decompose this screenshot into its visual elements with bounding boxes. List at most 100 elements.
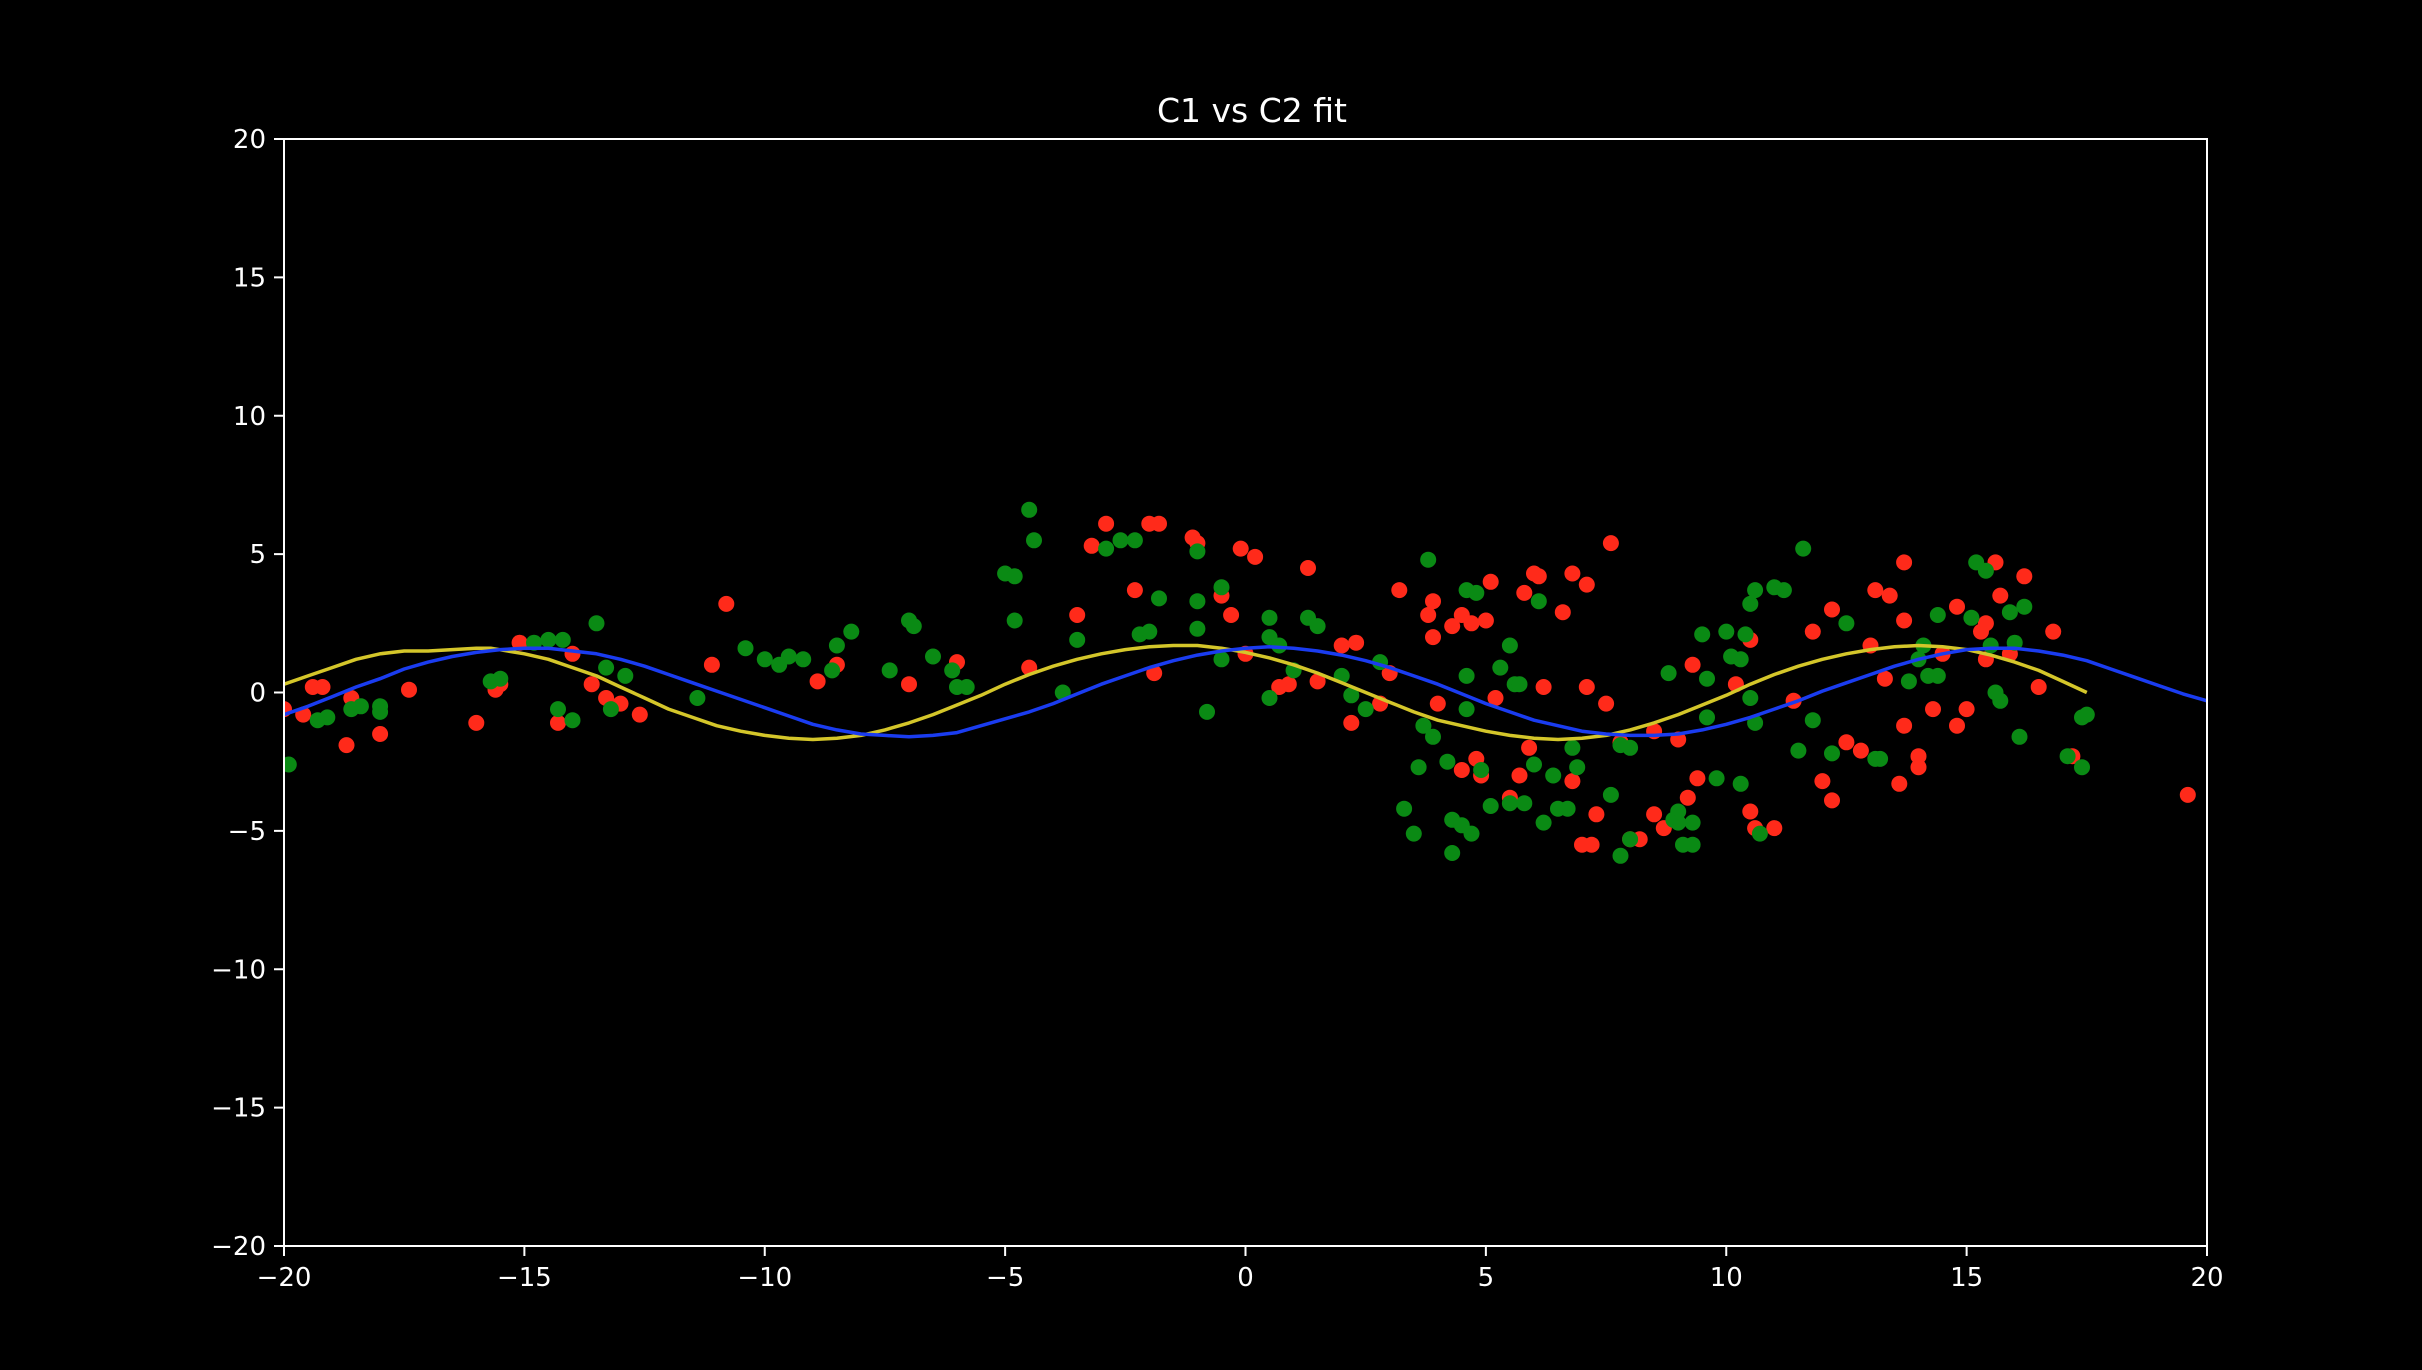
data-point xyxy=(372,703,389,720)
data-point xyxy=(1477,612,1494,629)
data-point xyxy=(1309,673,1326,690)
data-point xyxy=(1742,690,1759,706)
x-tick-label: −15 xyxy=(497,1263,552,1293)
data-point xyxy=(1261,609,1278,626)
data-point xyxy=(1405,825,1422,842)
data-point xyxy=(1766,820,1783,837)
data-point xyxy=(1199,703,1215,720)
data-point xyxy=(1670,803,1687,820)
data-point xyxy=(1069,631,1086,648)
data-point xyxy=(1751,825,1768,842)
data-point xyxy=(550,714,566,731)
data-point xyxy=(2011,728,2028,745)
data-point xyxy=(1564,739,1581,756)
data-point xyxy=(1458,667,1475,684)
data-point xyxy=(1420,551,1437,568)
data-point xyxy=(1708,770,1725,787)
data-point xyxy=(1463,615,1480,632)
data-point xyxy=(1453,762,1470,778)
data-point xyxy=(1357,701,1374,718)
data-point xyxy=(588,615,605,632)
data-point xyxy=(1795,540,1812,557)
data-point xyxy=(1554,604,1571,621)
data-point xyxy=(1482,573,1499,590)
data-point xyxy=(2001,604,2018,621)
data-point xyxy=(703,656,720,673)
data-point xyxy=(1588,806,1605,823)
y-tick-label: −15 xyxy=(211,1094,266,1124)
y-tick-label: 20 xyxy=(233,125,266,155)
data-point xyxy=(1261,690,1278,706)
data-point xyxy=(1602,535,1619,552)
data-point xyxy=(602,701,619,718)
data-point xyxy=(401,681,417,698)
data-point xyxy=(1622,831,1639,848)
data-point xyxy=(1545,767,1562,784)
x-tick-label: 0 xyxy=(1237,1263,1254,1293)
data-point xyxy=(1900,673,1917,690)
data-point xyxy=(1646,806,1663,823)
data-point xyxy=(1876,670,1893,687)
data-point xyxy=(1867,582,1884,599)
x-tick-label: −10 xyxy=(737,1263,792,1293)
data-point xyxy=(1896,554,1913,571)
data-point xyxy=(1689,770,1706,787)
data-point xyxy=(1444,845,1461,861)
data-point xyxy=(1564,773,1581,790)
data-point xyxy=(338,737,355,754)
data-point xyxy=(1026,532,1042,549)
data-point xyxy=(2078,706,2095,723)
data-point xyxy=(1622,739,1639,756)
data-point xyxy=(1487,690,1504,706)
data-point xyxy=(284,756,297,773)
data-point xyxy=(2030,679,2047,695)
data-point xyxy=(2016,568,2033,585)
data-point xyxy=(1420,607,1437,623)
data-point xyxy=(1881,587,1898,604)
data-point xyxy=(1602,786,1619,803)
data-point xyxy=(372,726,389,742)
fit-line xyxy=(284,645,2207,739)
y-tick-label: −5 xyxy=(228,817,266,847)
data-point xyxy=(617,667,634,684)
x-tick-label: −5 xyxy=(986,1263,1024,1293)
data-point xyxy=(1112,532,1129,549)
data-point xyxy=(1910,759,1927,776)
data-point xyxy=(540,631,557,648)
data-point xyxy=(1732,651,1749,668)
data-point xyxy=(1742,803,1759,820)
y-tick-label: 15 xyxy=(233,263,266,293)
data-point xyxy=(1006,612,1023,629)
data-point xyxy=(1151,515,1167,532)
data-point xyxy=(1126,532,1143,549)
data-point xyxy=(1790,742,1807,759)
axes-layer: −20 −15 −10 −5 0 5 10 15 20 −20 −15 −10 −5 0 5 10 15 20 xyxy=(211,125,2223,1293)
data-point xyxy=(780,648,797,665)
data-point xyxy=(1492,659,1509,676)
data-point xyxy=(1982,637,1999,654)
x-tick-label: 20 xyxy=(2190,1263,2223,1293)
data-point xyxy=(756,651,773,668)
data-point xyxy=(319,709,336,726)
data-point xyxy=(1280,676,1297,693)
data-point xyxy=(881,662,898,679)
data-point xyxy=(554,631,571,648)
data-point xyxy=(958,679,975,695)
data-point xyxy=(1501,795,1518,812)
data-point xyxy=(1343,687,1360,704)
data-point xyxy=(1929,607,1946,623)
data-point xyxy=(1521,739,1538,756)
data-point xyxy=(2016,598,2033,615)
data-point xyxy=(1891,775,1908,792)
data-point xyxy=(1684,656,1701,673)
data-point xyxy=(2074,759,2090,776)
data-point xyxy=(718,595,735,612)
y-tick-label: 10 xyxy=(233,402,266,432)
data-point xyxy=(1896,612,1913,629)
data-point xyxy=(1824,792,1840,809)
chart-title: C1 vs C2 fit xyxy=(1157,91,1347,130)
x-tick-label: 5 xyxy=(1478,1263,1495,1293)
data-point xyxy=(1535,679,1552,695)
data-point xyxy=(1300,560,1316,576)
